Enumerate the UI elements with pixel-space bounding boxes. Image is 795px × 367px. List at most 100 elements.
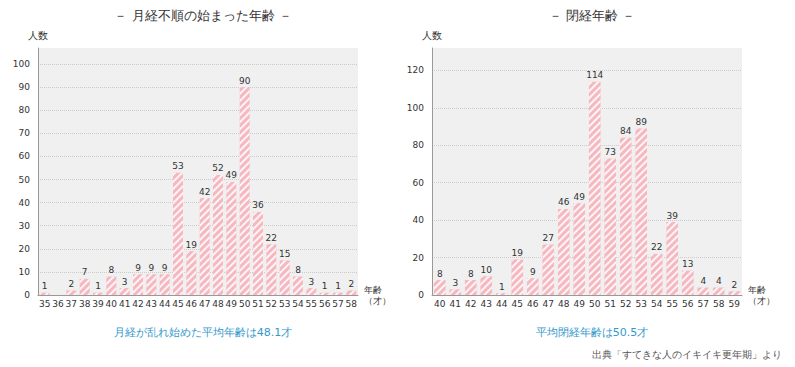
svg-text:80: 80	[19, 105, 31, 115]
svg-text:9: 9	[162, 263, 168, 273]
svg-text:49: 49	[574, 192, 586, 202]
svg-text:46: 46	[527, 299, 539, 309]
svg-text:43: 43	[146, 299, 157, 309]
svg-text:49: 49	[226, 299, 238, 309]
svg-text:8: 8	[295, 265, 301, 275]
svg-text:1: 1	[335, 281, 341, 291]
svg-text:37: 37	[66, 299, 77, 309]
svg-text:45: 45	[172, 299, 183, 309]
svg-text:100: 100	[13, 59, 30, 69]
svg-text:41: 41	[450, 299, 461, 309]
svg-text:52: 52	[212, 163, 223, 173]
svg-text:56: 56	[682, 299, 694, 309]
svg-text:（才）: （才）	[748, 296, 775, 306]
svg-text:38: 38	[79, 299, 91, 309]
svg-text:53: 53	[279, 299, 290, 309]
svg-text:1: 1	[499, 282, 505, 292]
svg-text:4: 4	[716, 276, 722, 286]
svg-text:48: 48	[558, 299, 570, 309]
svg-text:年齢: 年齢	[364, 285, 382, 295]
svg-text:70: 70	[19, 128, 31, 138]
svg-text:90: 90	[19, 82, 31, 92]
svg-text:15: 15	[279, 249, 290, 259]
svg-text:44: 44	[496, 299, 508, 309]
svg-text:35: 35	[39, 299, 50, 309]
svg-text:0: 0	[418, 290, 424, 300]
svg-text:42: 42	[199, 187, 210, 197]
svg-text:47: 47	[543, 299, 554, 309]
svg-text:8: 8	[108, 265, 114, 275]
svg-text:20: 20	[413, 253, 425, 263]
svg-text:54: 54	[651, 299, 663, 309]
svg-text:47: 47	[199, 299, 210, 309]
svg-text:90: 90	[239, 76, 251, 86]
svg-text:58: 58	[713, 299, 725, 309]
svg-text:3: 3	[122, 277, 128, 287]
svg-text:50: 50	[589, 299, 601, 309]
svg-text:1: 1	[322, 281, 328, 291]
svg-text:60: 60	[413, 178, 425, 188]
svg-text:平均閉経年齢は50.5才: 平均閉経年齢は50.5才	[536, 326, 649, 339]
svg-text:3: 3	[452, 278, 458, 288]
svg-text:54: 54	[292, 299, 304, 309]
svg-text:10: 10	[481, 265, 493, 275]
svg-text:2: 2	[348, 279, 354, 289]
svg-text:50: 50	[239, 299, 251, 309]
svg-text:52: 52	[620, 299, 631, 309]
svg-text:－ 閉経年齢 －: － 閉経年齢 －	[549, 8, 635, 23]
svg-text:51: 51	[605, 299, 616, 309]
svg-text:60: 60	[19, 151, 31, 161]
svg-text:7: 7	[82, 267, 88, 277]
svg-text:4: 4	[700, 276, 706, 286]
svg-text:1: 1	[95, 281, 101, 291]
svg-text:36: 36	[252, 200, 264, 210]
svg-text:52: 52	[266, 299, 277, 309]
svg-text:22: 22	[266, 233, 277, 243]
svg-text:年齢: 年齢	[748, 285, 766, 295]
svg-text:51: 51	[252, 299, 263, 309]
svg-text:8: 8	[468, 269, 474, 279]
svg-text:57: 57	[698, 299, 709, 309]
svg-text:55: 55	[306, 299, 317, 309]
svg-text:（才）: （才）	[364, 296, 391, 306]
svg-text:10: 10	[19, 267, 31, 277]
svg-text:9: 9	[135, 263, 141, 273]
svg-text:57: 57	[332, 299, 343, 309]
svg-text:44: 44	[159, 299, 171, 309]
svg-text:3: 3	[308, 277, 314, 287]
svg-text:人数: 人数	[422, 30, 442, 41]
svg-text:2: 2	[68, 279, 74, 289]
svg-text:42: 42	[132, 299, 143, 309]
svg-text:114: 114	[586, 70, 603, 80]
svg-text:58: 58	[346, 299, 358, 309]
svg-text:39: 39	[92, 299, 104, 309]
svg-text:50: 50	[19, 175, 31, 185]
svg-text:40: 40	[413, 215, 425, 225]
svg-text:80: 80	[413, 140, 425, 150]
svg-text:出典「すてきな人のイキイキ更年期」より: 出典「すてきな人のイキイキ更年期」より	[592, 349, 782, 360]
svg-text:22: 22	[651, 242, 662, 252]
svg-text:100: 100	[407, 103, 424, 113]
svg-text:120: 120	[407, 65, 424, 75]
svg-text:40: 40	[106, 299, 118, 309]
svg-text:46: 46	[558, 197, 570, 207]
svg-text:9: 9	[148, 263, 154, 273]
svg-text:49: 49	[574, 299, 586, 309]
svg-text:46: 46	[186, 299, 198, 309]
svg-text:40: 40	[19, 198, 31, 208]
svg-text:19: 19	[186, 240, 198, 250]
svg-text:53: 53	[636, 299, 647, 309]
svg-text:1: 1	[42, 281, 48, 291]
svg-text:13: 13	[682, 259, 693, 269]
svg-text:56: 56	[319, 299, 331, 309]
svg-text:20: 20	[19, 244, 31, 254]
svg-text:45: 45	[512, 299, 523, 309]
svg-text:2: 2	[731, 280, 737, 290]
svg-text:55: 55	[667, 299, 678, 309]
svg-text:89: 89	[636, 117, 648, 127]
svg-text:－ 月経不順の始まった年齢 －: － 月経不順の始まった年齢 －	[114, 8, 291, 23]
svg-text:53: 53	[172, 161, 183, 171]
svg-text:9: 9	[530, 267, 536, 277]
svg-text:84: 84	[620, 126, 632, 136]
svg-text:0: 0	[24, 290, 30, 300]
